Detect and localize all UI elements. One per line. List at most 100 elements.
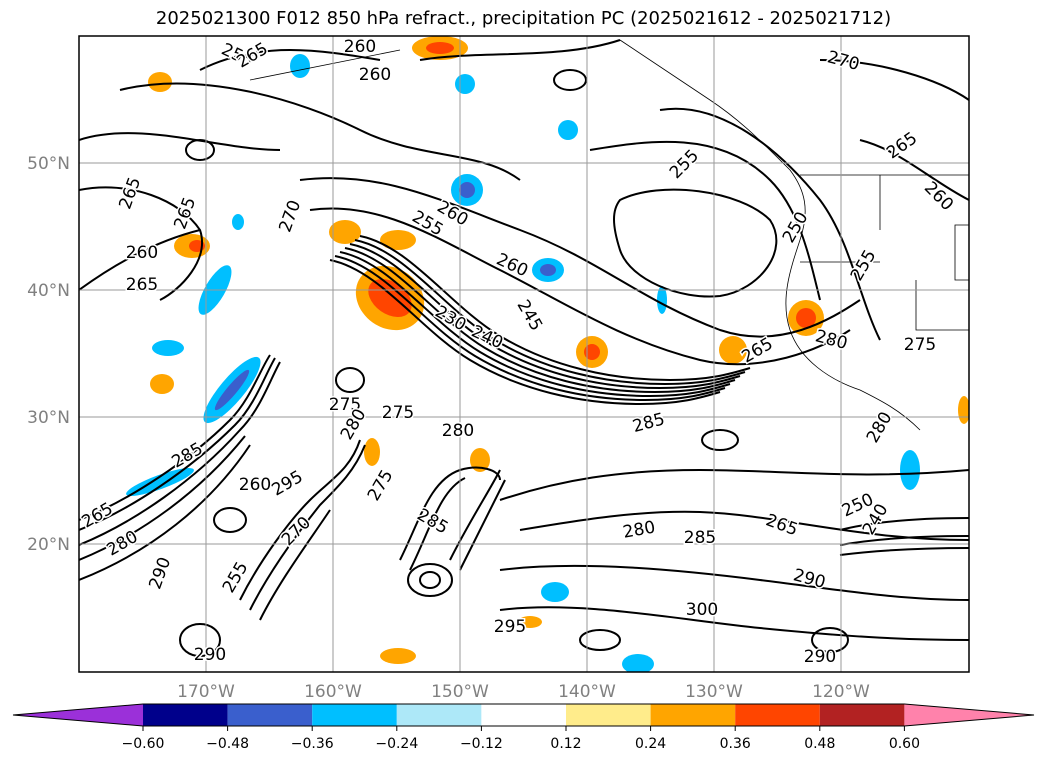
contour-label: 275 — [329, 395, 361, 415]
precip-patch — [470, 448, 490, 472]
lon-label: 120°W — [812, 682, 870, 702]
contour-line — [659, 107, 881, 341]
contour-line — [499, 606, 969, 641]
contour-line — [449, 469, 501, 561]
contour-label: 290 — [804, 647, 836, 667]
colorbar-tick-label: −0.48 — [206, 736, 249, 752]
precip-patch — [622, 654, 654, 672]
precip-patch — [380, 230, 416, 250]
colorbar-segment — [13, 704, 143, 726]
precip-patch — [426, 42, 454, 54]
lon-label: 150°W — [431, 682, 489, 702]
border-line — [915, 280, 969, 331]
contour-label: 260 — [126, 243, 158, 263]
contour-line — [409, 477, 466, 571]
contour-line — [79, 361, 281, 546]
colorbar-segment — [735, 704, 820, 726]
contour-line — [334, 255, 726, 402]
contour-line — [79, 357, 276, 531]
contour-line — [119, 82, 521, 181]
contour-line — [613, 188, 778, 298]
colorbar-segment — [312, 704, 397, 726]
lat-label: 30°N — [27, 408, 70, 428]
contour-label: 295 — [494, 617, 526, 637]
precip-patch — [541, 582, 569, 602]
plot-area — [79, 36, 969, 672]
contour-line — [79, 354, 271, 521]
precip-patch — [540, 264, 556, 276]
precip-patch — [214, 369, 250, 411]
contour-line — [811, 627, 849, 653]
coastline — [249, 39, 969, 431]
contour-line — [249, 444, 366, 611]
contour-line — [839, 535, 969, 546]
precip-patch — [900, 450, 920, 490]
coast-line — [619, 39, 921, 431]
contour-line — [519, 510, 969, 541]
contour-line — [335, 367, 365, 393]
contour-line — [185, 139, 215, 161]
contour-line — [419, 571, 441, 589]
contour-line — [349, 243, 741, 390]
lat-label: 40°N — [27, 281, 70, 301]
contour-line — [459, 479, 506, 571]
precip-patch — [455, 74, 475, 94]
contour-line — [299, 177, 861, 338]
contour-label: 285 — [684, 528, 716, 548]
precip-patch — [657, 286, 667, 314]
contour-label: 275 — [904, 335, 936, 355]
contour-label: 275 — [382, 403, 414, 423]
contour-line — [239, 439, 361, 601]
map-title: 2025021300 F012 850 hPa refract., precip… — [155, 8, 892, 29]
colorbar-segment — [143, 704, 228, 726]
colorbar-segment — [396, 704, 482, 726]
colorbar-tick-label: 0.36 — [720, 736, 751, 752]
precip-patch — [380, 648, 416, 664]
contour-line — [419, 39, 621, 61]
colorbar-segment — [819, 704, 905, 726]
precip-shading — [126, 36, 969, 672]
contour-line — [499, 468, 969, 501]
colorbar-tick-label: 0.24 — [635, 736, 666, 752]
precip-patch — [152, 340, 184, 356]
contour-label: 260 — [344, 37, 376, 57]
precip-patch — [459, 182, 475, 198]
contour-label: 280 — [442, 421, 474, 441]
contour-line — [399, 466, 501, 561]
precip-patch — [796, 308, 816, 328]
lon-label: 140°W — [558, 682, 616, 702]
precip-patch — [584, 344, 600, 360]
contour-line — [407, 563, 453, 597]
colorbar-tick-label: 0.60 — [889, 736, 920, 752]
contour-line — [701, 429, 739, 451]
border-line — [954, 224, 969, 281]
colorbar-tick-labels: −0.60 −0.48 −0.36 −0.24 −0.12 0.12 0.24 0.36 0.4… — [122, 736, 920, 752]
precip-patch — [719, 336, 747, 364]
precip-patch — [329, 220, 361, 244]
contour-line — [329, 259, 721, 406]
contour-line — [839, 547, 969, 556]
lat-label: 20°N — [27, 535, 70, 555]
colorbar-segment — [650, 704, 736, 726]
contour-line — [79, 132, 281, 151]
colorbar-tick-label: −0.60 — [122, 736, 165, 752]
colorbar-segment — [227, 704, 313, 726]
colorbar-tick-label: 0.48 — [804, 736, 835, 752]
precip-patch — [558, 120, 578, 140]
contour-line — [259, 509, 331, 621]
precip-patch — [958, 396, 969, 424]
contour-line — [553, 69, 587, 91]
contour-line — [79, 435, 246, 561]
colorbar — [12, 703, 1035, 731]
contour-line — [359, 235, 751, 382]
contour-line — [199, 49, 381, 71]
contour-line — [339, 251, 731, 398]
contour-line — [344, 247, 736, 394]
lat-label: 50°N — [27, 154, 70, 174]
gridlines — [79, 36, 969, 672]
lon-label: 130°W — [685, 682, 743, 702]
contour-line — [179, 623, 221, 657]
refractivity-contours — [79, 39, 969, 657]
precip-patch — [148, 72, 172, 92]
contour-line — [839, 517, 969, 531]
